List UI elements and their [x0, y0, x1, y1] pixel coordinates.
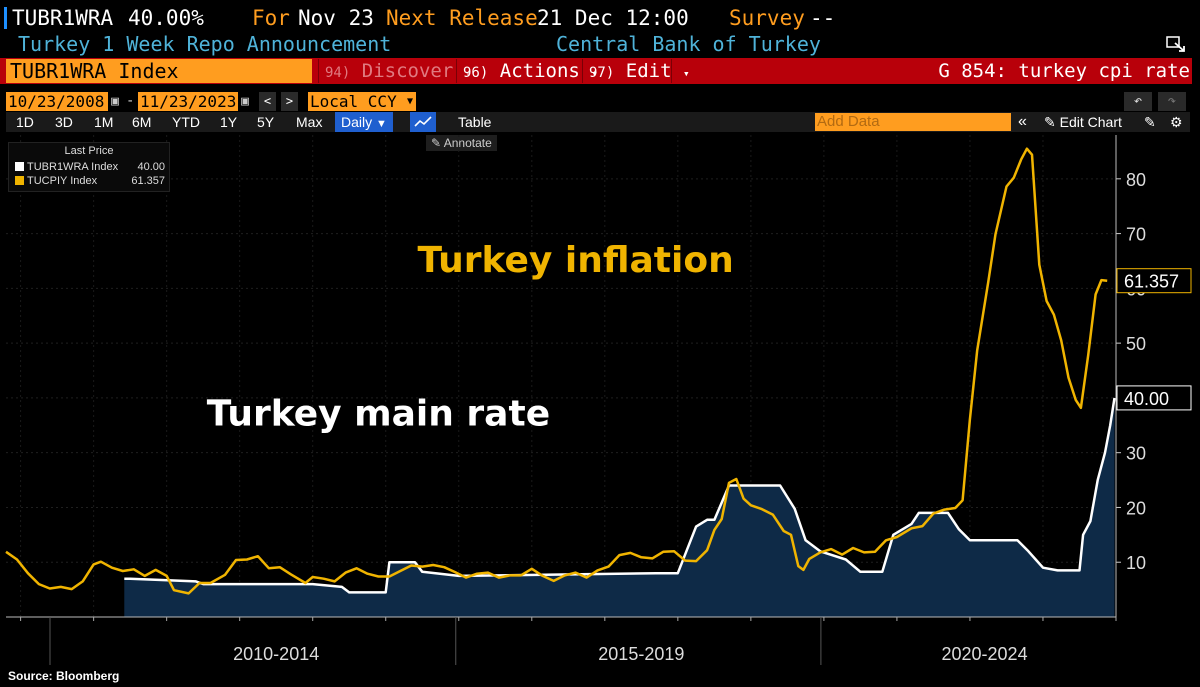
ticker-symbol: TUBR1WRA	[12, 6, 114, 30]
edit-icon[interactable]: ✎	[1144, 114, 1156, 130]
frequency-select[interactable]: Daily ▼	[335, 112, 393, 132]
period-5y[interactable]: 5Y	[257, 114, 275, 130]
next-release-value: 21 Dec 12:00	[537, 6, 689, 30]
y-tick-label: 10	[1126, 553, 1146, 573]
actions-menu[interactable]: 96) Actions ▾	[456, 59, 598, 83]
discover-num: 94)	[325, 65, 351, 81]
x-period-label: 2015-2019	[598, 644, 684, 664]
start-date-input[interactable]: 10/23/2008	[6, 92, 108, 111]
period-1d[interactable]: 1D	[16, 114, 34, 130]
survey-value: --	[810, 6, 836, 30]
line-chart-icon	[414, 116, 432, 127]
x-period-label: 2020-2024	[942, 644, 1028, 664]
end-date-input[interactable]: 11/23/2023	[138, 92, 238, 111]
edit-menu[interactable]: 97) Edit ▾	[582, 59, 690, 83]
period-1y[interactable]: 1Y	[220, 114, 238, 130]
next-release-label: Next Release	[386, 6, 538, 30]
chevron-down-icon: ▾	[591, 67, 598, 80]
period-ytd[interactable]: YTD	[172, 114, 200, 130]
area-layer	[124, 397, 1115, 617]
last-value-tag: 40.00	[1116, 385, 1192, 411]
add-data-input[interactable]: Add Data	[815, 113, 1011, 131]
table-button[interactable]: Table	[458, 114, 492, 130]
security-description: Turkey 1 Week Repo Announcement	[18, 32, 392, 56]
chevron-down-icon: ▼	[376, 118, 387, 130]
discover-label: Discover	[361, 60, 454, 82]
y-tick-label: 80	[1126, 170, 1146, 190]
annotate-button[interactable]: ✎ Annotate	[426, 135, 497, 151]
chart-title: G 854: turkey cpi rate	[938, 60, 1190, 82]
legend-header: Last Price	[64, 145, 114, 157]
lines-layer	[5, 147, 1116, 595]
chart-annotation: Turkey main rate	[207, 393, 550, 434]
y-tick-label: 70	[1126, 225, 1146, 245]
index-field[interactable]: TUBR1WRA Index	[6, 59, 312, 83]
double-chevron-left-icon[interactable]: «	[1018, 113, 1027, 130]
period-3d[interactable]: 3D	[55, 114, 73, 130]
chart-area: 10203040506070802010-20142015-20192020-2…	[5, 135, 1192, 665]
annotate-label: Annotate	[443, 136, 492, 150]
discover-menu[interactable]: 94) Discover ▾	[318, 59, 471, 83]
ticker-mark-icon	[4, 7, 7, 29]
undo-icon[interactable]: ↶	[1124, 92, 1152, 111]
last-value-tag: 61.357	[1116, 268, 1192, 294]
for-label: For	[252, 6, 290, 30]
period-6m[interactable]: 6M	[132, 114, 152, 130]
gear-icon[interactable]: ⚙	[1170, 114, 1183, 130]
series-area	[124, 397, 1115, 617]
for-date: Nov 23	[298, 6, 374, 30]
legend-swatch	[15, 162, 24, 171]
legend-item-value: 61.357	[131, 175, 165, 187]
last-value-label: 40.00	[1124, 389, 1169, 409]
pencil-icon: ✎	[431, 136, 442, 150]
legend-item-name: TUCPIY Index	[27, 175, 98, 187]
chevron-down-icon: ▼	[406, 96, 413, 107]
edit-chart-label: Edit Chart	[1059, 114, 1122, 130]
ticker-value: 40.00%	[128, 6, 204, 30]
legend-swatch	[15, 176, 24, 185]
cursor-icon[interactable]	[1166, 36, 1186, 54]
last-value-box	[1116, 268, 1192, 294]
edit-chart-button[interactable]: ✎ Edit Chart	[1044, 112, 1122, 132]
next-button[interactable]: >	[281, 92, 298, 111]
y-tick-label: 30	[1126, 444, 1146, 464]
last-value-box	[1116, 385, 1192, 411]
series-line	[5, 147, 1108, 595]
chevron-down-icon: ▾	[464, 67, 472, 80]
y-tick-label: 20	[1126, 498, 1146, 518]
source-note: Source: Bloomberg	[8, 669, 120, 683]
period-max[interactable]: Max	[296, 114, 323, 130]
prev-button[interactable]: <	[259, 92, 276, 111]
y-tick-label: 50	[1126, 334, 1146, 354]
legend: Last Price TUBR1WRA Index 40.00 TUCPIY I…	[8, 142, 170, 192]
legend-item: TUCPIY Index 61.357	[15, 175, 165, 188]
currency-value: Local CCY	[310, 92, 397, 111]
redo-icon[interactable]: ↷	[1158, 92, 1186, 111]
chart-type-button[interactable]	[410, 112, 436, 132]
legend-item-value: 40.00	[137, 161, 165, 173]
pencil-icon: ✎	[1044, 114, 1056, 130]
annotations: 40.00 61.357 Turkey inflation Turkey main r…	[207, 240, 1192, 434]
edit-num: 97)	[589, 65, 615, 81]
survey-label: Survey	[729, 6, 805, 30]
source-organization: Central Bank of Turkey	[556, 32, 821, 56]
calendar-icon[interactable]: ▣	[241, 94, 249, 109]
date-separator: -	[126, 93, 135, 109]
calendar-icon[interactable]: ▣	[111, 94, 119, 109]
actions-num: 96)	[463, 65, 489, 81]
x-period-label: 2010-2014	[233, 644, 319, 664]
last-value-label: 61.357	[1124, 272, 1179, 292]
legend-item: TUBR1WRA Index 40.00	[15, 161, 165, 174]
actions-label: Actions	[499, 60, 580, 82]
currency-select[interactable]: Local CCY ▼	[308, 92, 416, 111]
edit-label: Edit	[625, 60, 672, 82]
frequency-value: Daily	[341, 114, 373, 130]
legend-item-name: TUBR1WRA Index	[27, 161, 119, 173]
chart-annotation: Turkey inflation	[417, 240, 733, 281]
chevron-down-icon: ▾	[682, 67, 690, 80]
period-1m[interactable]: 1M	[94, 114, 114, 130]
